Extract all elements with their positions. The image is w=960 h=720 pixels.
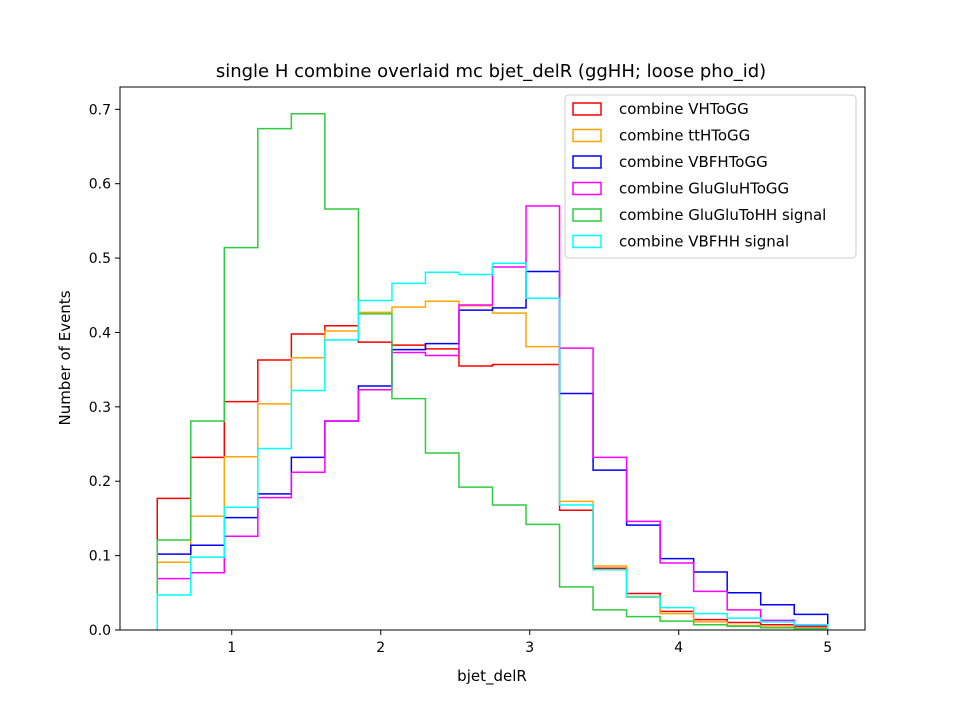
y-tick-label: 0.5: [89, 251, 111, 267]
legend-box: [564, 94, 857, 259]
legend-label: combine ttHToGG: [619, 127, 750, 145]
histogram-series-5: [156, 262, 829, 630]
histogram-series-4: [156, 113, 829, 630]
legend-swatch: [572, 102, 602, 116]
plot-area: [156, 113, 829, 630]
legend-swatch: [572, 234, 602, 249]
legend: combine VHToGG combine ttHToGG combine VBF…: [564, 94, 857, 259]
y-tick-label: 0.6: [89, 177, 111, 193]
x-axis: 1 2 3 4 5: [227, 630, 832, 656]
histogram-series-0: [156, 325, 829, 630]
y-tick-label: 0.2: [89, 474, 111, 490]
axes-frame: [119, 86, 866, 631]
x-tick-label: 2: [376, 640, 385, 656]
x-tick-label: 3: [525, 640, 534, 656]
y-tick-label: 0.3: [89, 400, 111, 416]
x-axis-label: bjet_delR: [457, 667, 527, 686]
x-tick-label: 5: [823, 640, 832, 656]
legend-label: combine GluGluToHH signal: [619, 206, 826, 224]
y-tick-label: 0.0: [89, 623, 111, 639]
chart-title: single H combine overlaid mc bjet_delR (…: [216, 61, 766, 82]
x-tick-label: 1: [227, 640, 236, 656]
y-axis-label: Number of Events: [56, 290, 74, 425]
legend-swatch: [572, 128, 602, 143]
legend-swatch: [572, 208, 602, 222]
y-tick-label: 0.4: [89, 325, 111, 341]
y-axis: 0.0 0.1 0.2 0.3 0.4 0.5 0.6 0.7: [89, 102, 120, 639]
legend-swatch: [572, 155, 602, 169]
legend-label: combine GluGluHToGG: [619, 180, 789, 198]
legend-label: combine VHToGG: [619, 100, 749, 118]
x-tick-label: 4: [674, 640, 683, 656]
y-tick-label: 0.1: [89, 549, 111, 565]
y-tick-label: 0.7: [89, 102, 111, 118]
legend-swatch: [572, 181, 602, 196]
legend-label: combine VBFHH signal: [619, 233, 789, 251]
legend-label: combine VBFHToGG: [619, 153, 768, 171]
